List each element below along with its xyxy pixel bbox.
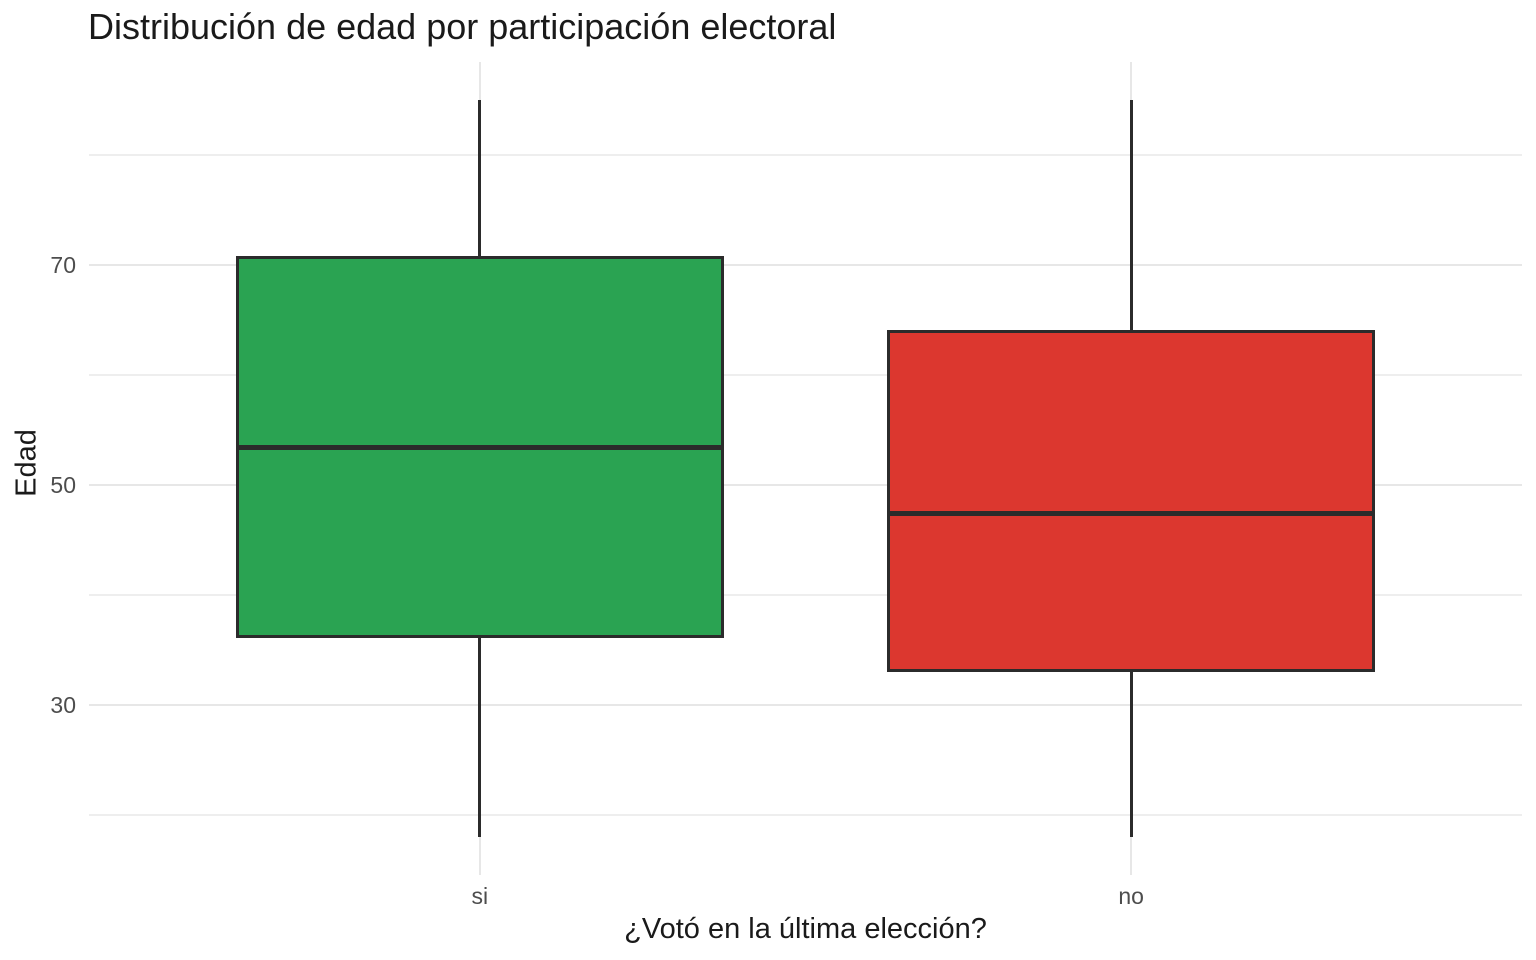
gridline-minor-y-20 [89,813,1522,816]
y-tick-label-70: 70 [50,252,76,279]
gridline-major-y-50 [89,483,1522,486]
whisker-upper-no [1129,100,1133,331]
x-tick-label-si: si [471,883,489,909]
gridline-minor-y-40 [89,593,1522,596]
gridline-minor-y-60 [89,374,1522,377]
whisker-upper-si [478,100,482,257]
y-tick-label-50: 50 [50,471,76,498]
chart-title: Distribución de edad por participación e… [88,6,837,47]
median-si [238,445,722,451]
whisker-lower-no [1129,671,1133,837]
gridline-major-y-70 [89,264,1522,267]
plot-panel [89,62,1522,875]
box-no [886,330,1376,672]
gridline-major-y-30 [89,703,1522,706]
whisker-lower-si [478,637,482,837]
median-no [889,511,1373,517]
x-axis-label: ¿Votó en la última elección? [624,913,987,945]
x-tick-label-no: no [1118,883,1144,909]
y-tick-label-30: 30 [50,691,76,718]
gridline-minor-y-80 [89,154,1522,157]
